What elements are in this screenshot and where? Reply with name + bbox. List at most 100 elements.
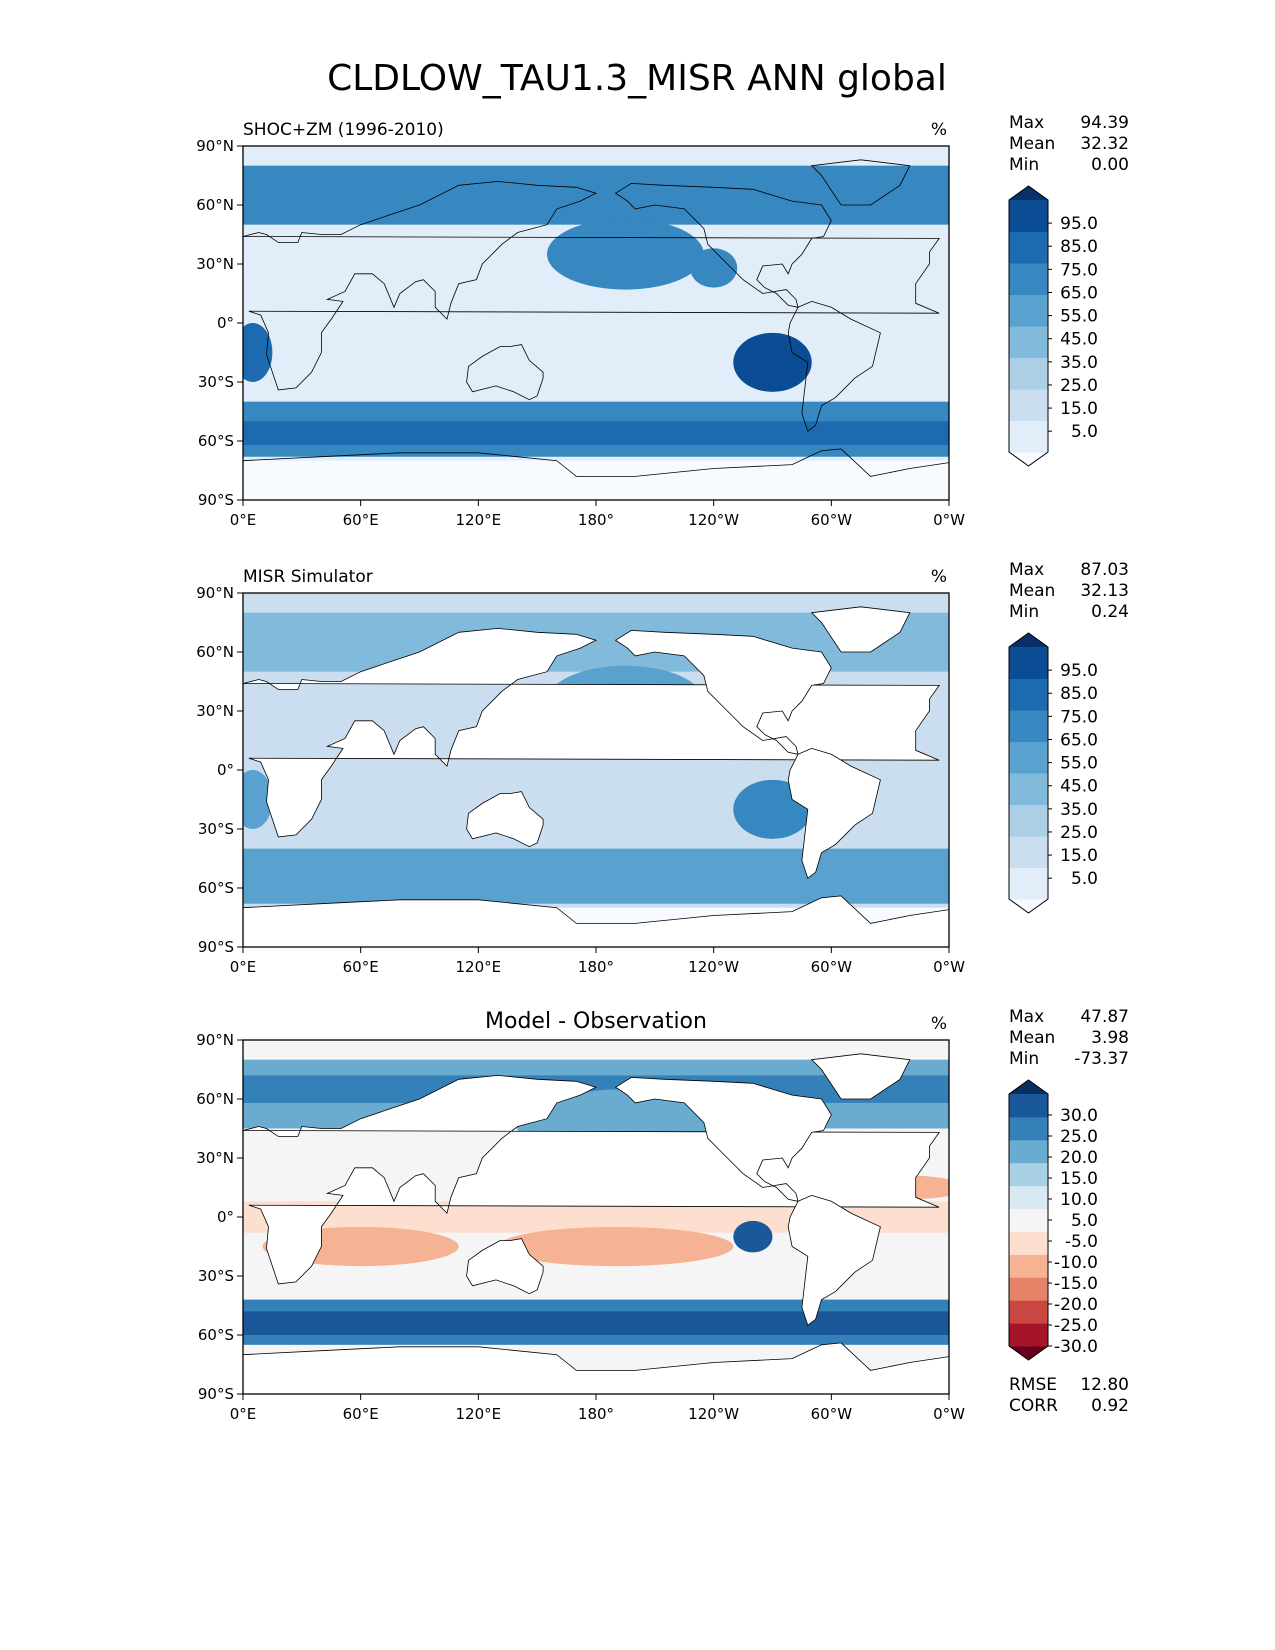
y-tick-label: 30°N	[196, 255, 234, 273]
colorbar-segment	[1009, 263, 1048, 295]
colorbar-segment	[1009, 836, 1048, 868]
y-tick-label: 30°N	[196, 702, 234, 720]
y-tick-label: 30°S	[198, 1267, 234, 1285]
colorbar: 95.0 85.0 75.0 65.0 55.0 45.0 35.0 25.0 15.0 5.0	[1008, 632, 1098, 914]
colorbar-segment	[1009, 231, 1048, 264]
colorbar-tick-label: 55.0	[1060, 307, 1098, 327]
x-tick-label: 120°W	[688, 511, 739, 529]
figure-title: CLDLOW_TAU1.3_MISR ANN global	[327, 58, 947, 99]
y-tick-label: 30°S	[198, 373, 234, 391]
x-tick-label: 180°	[578, 1405, 614, 1423]
colorbar-tick-label: 15.0	[1060, 846, 1098, 866]
coastline	[787, 1194, 881, 1326]
y-tick-label: 0°	[217, 761, 234, 779]
colorbar-segment	[1009, 1116, 1048, 1141]
coastline	[243, 180, 940, 391]
y-tick-label: 90°N	[196, 1031, 234, 1049]
metric-label: RMSE	[1009, 1375, 1057, 1395]
colorbar-tick-label: 75.0	[1060, 707, 1098, 727]
colorbar-tick-label: 5.0	[1071, 869, 1098, 889]
coastline	[614, 629, 832, 755]
field-blob-npacific	[546, 218, 704, 290]
stat-value: 0.00	[1091, 155, 1129, 175]
panel-title-left: SHOC+ZM (1996-2010)	[243, 120, 444, 140]
colorbar-extend-bottom	[1009, 1346, 1048, 1360]
panel-difference: Model - Observation % 0°E 60°E 120°E 180° 120°…	[196, 1007, 1129, 1423]
x-tick-label: 120°W	[688, 1405, 739, 1423]
y-tick-label: 60°S	[198, 432, 234, 450]
colorbar-extend-top	[1009, 186, 1048, 200]
stat-label: Min	[1009, 1049, 1039, 1069]
colorbar-extend-bottom	[1009, 899, 1048, 913]
colorbar-segment	[1009, 804, 1048, 837]
colorbar-segment	[1009, 1231, 1048, 1255]
y-tick-label: 30°N	[196, 1149, 234, 1167]
field-blob-sepacific	[733, 1220, 773, 1253]
field-band-southern-ocean-strong	[243, 421, 949, 445]
y-tick-label: 90°N	[196, 137, 234, 155]
y-tick-label: 0°	[217, 1208, 234, 1226]
colorbar-segment	[1009, 1139, 1048, 1164]
x-tick-label: 0°W	[933, 958, 965, 976]
stat-label: Max	[1009, 560, 1044, 580]
colorbar-segment	[1009, 1323, 1048, 1347]
colorbar-segment	[1009, 326, 1048, 358]
colorbar-segment	[1009, 710, 1048, 742]
field-band-southern-ocean-strong	[243, 868, 949, 892]
y-tick-label: 90°S	[198, 938, 234, 956]
colorbar-outline	[1008, 185, 1049, 467]
colorbar-segment	[1009, 389, 1048, 421]
field-band-north	[243, 165, 949, 225]
x-tick-label: 0°E	[230, 511, 257, 529]
colorbar-tick-label: 95.0	[1060, 661, 1098, 681]
colorbar-segment	[1009, 1162, 1048, 1187]
coastline	[810, 1053, 911, 1100]
colorbar-segment	[1009, 420, 1048, 453]
colorbar-tick-label: 65.0	[1060, 283, 1098, 303]
field-blob-seatlantic	[243, 323, 273, 382]
y-tick-label: 90°S	[198, 491, 234, 509]
coastline	[810, 606, 911, 653]
coastline	[787, 747, 881, 879]
colorbar-tick-label: 45.0	[1060, 777, 1098, 797]
colorbar-tick-label: 5.0	[1071, 422, 1098, 442]
colorbar-tick-label: 35.0	[1060, 353, 1098, 373]
field-blob-nepacific	[690, 248, 738, 288]
coastline	[243, 448, 949, 500]
coastline	[614, 1076, 832, 1202]
colorbar-segment	[1009, 1094, 1048, 1118]
panel-units: %	[931, 120, 947, 140]
x-tick-label: 0°W	[933, 511, 965, 529]
stat-label: Min	[1009, 155, 1039, 175]
colorbar-tick-label: 10.0	[1060, 1190, 1098, 1210]
coastline	[810, 159, 911, 206]
field-blob-sepacific	[733, 332, 812, 392]
colorbar-segment	[1009, 200, 1048, 232]
stat-label: Mean	[1009, 581, 1055, 601]
x-tick-label: 120°E	[456, 511, 502, 529]
field-blob-seatlantic	[243, 770, 273, 829]
colorbar-tick-label: 95.0	[1060, 214, 1098, 234]
colorbar-tick-label: 25.0	[1060, 823, 1098, 843]
metric-label: CORR	[1009, 1396, 1058, 1416]
colorbar-tick-label: 45.0	[1060, 330, 1098, 350]
colorbar: 30.025.020.015.010.05.0-5.0-10.0-15.0-20…	[1008, 1079, 1098, 1361]
colorbar-tick-label: 15.0	[1060, 1169, 1098, 1189]
stat-label: Max	[1009, 1007, 1044, 1027]
stat-value: 3.98	[1091, 1028, 1129, 1048]
x-tick-label: 180°	[578, 511, 614, 529]
x-tick-label: 0°W	[933, 1405, 965, 1423]
map-field	[243, 593, 949, 947]
colorbar-segment	[1009, 1277, 1048, 1301]
y-tick-label: 0°	[217, 314, 234, 332]
field-blob-spacific	[497, 1226, 734, 1267]
coastline	[243, 1342, 949, 1394]
coastline	[466, 344, 544, 401]
y-tick-label: 60°S	[198, 879, 234, 897]
x-tick-label: 60°W	[811, 958, 853, 976]
colorbar: 95.0 85.0 75.0 65.0 55.0 45.0 35.0 25.0 15.0 5.0	[1008, 185, 1098, 467]
x-tick-label: 120°W	[688, 958, 739, 976]
coastline	[243, 627, 940, 838]
colorbar-tick-label: -10.0	[1054, 1253, 1098, 1273]
